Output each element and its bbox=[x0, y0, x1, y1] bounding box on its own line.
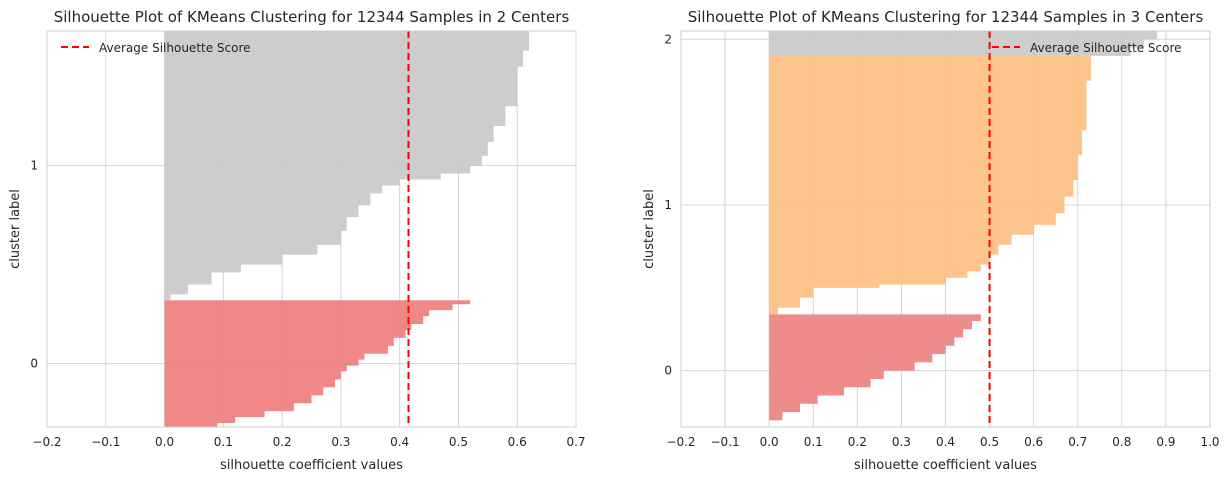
x-tick-label: −0.2 bbox=[666, 435, 695, 449]
legend-label: Average Silhouette Score bbox=[99, 41, 251, 55]
silhouette-cluster-1 bbox=[769, 55, 1091, 315]
x-tick-label: 0.6 bbox=[1024, 435, 1043, 449]
y-axis-label: cluster label bbox=[8, 189, 23, 269]
x-tick-label: 0.2 bbox=[273, 435, 292, 449]
legend-label: Average Silhouette Score bbox=[1030, 41, 1182, 55]
silhouette-cluster-0 bbox=[164, 300, 471, 427]
x-tick-label: 0.1 bbox=[804, 435, 823, 449]
x-tick-label: 0.2 bbox=[848, 435, 867, 449]
legend: Average Silhouette Score bbox=[61, 41, 251, 55]
x-tick-label: 0.5 bbox=[449, 435, 468, 449]
x-tick-label: 0.8 bbox=[1112, 435, 1131, 449]
x-tick-label: 0.1 bbox=[214, 435, 233, 449]
y-tick-label: 1 bbox=[664, 198, 672, 212]
x-tick-label: 0.0 bbox=[760, 435, 779, 449]
x-tick-label: −0.2 bbox=[32, 435, 61, 449]
x-tick-label: 0.0 bbox=[155, 435, 174, 449]
x-tick-label: −0.1 bbox=[711, 435, 740, 449]
chart-title: Silhouette Plot of KMeans Clustering for… bbox=[688, 8, 1204, 26]
chart-2: −0.2 −0.1 0.0 0.1 0.2 0.3 0.4 0.5 0.6 0.7 0.8 0.9 1.… bbox=[642, 8, 1220, 473]
y-tick-label: 1 bbox=[30, 159, 38, 173]
x-axis-label: silhouette coefficient values bbox=[854, 458, 1037, 473]
x-tick-label: −0.1 bbox=[91, 435, 120, 449]
x-tick-label: 0.7 bbox=[1068, 435, 1087, 449]
x-tick-label: 0.3 bbox=[331, 435, 350, 449]
x-tick-label: 0.5 bbox=[980, 435, 999, 449]
silhouette-cluster-1 bbox=[164, 31, 529, 301]
x-tick-label: 0.4 bbox=[936, 435, 955, 449]
y-tick-label: 2 bbox=[664, 32, 672, 46]
plot-frame bbox=[680, 30, 1211, 428]
x-tick-label: 0.4 bbox=[390, 435, 409, 449]
x-tick-label: 1.0 bbox=[1200, 435, 1219, 449]
x-tick-label: 0.7 bbox=[566, 435, 585, 449]
x-tick-label: 0.3 bbox=[892, 435, 911, 449]
y-tick-label: 0 bbox=[30, 357, 38, 371]
plot-frame bbox=[46, 30, 577, 428]
x-tick-label: 0.6 bbox=[508, 435, 527, 449]
chart-1: −0.2 −0.1 0.0 0.1 0.2 0.3 0.4 0.5 0.6 0.7 0 1 Silhou… bbox=[8, 8, 586, 473]
y-tick-label: 0 bbox=[664, 364, 672, 378]
legend: Average Silhouette Score bbox=[992, 41, 1182, 55]
silhouette-cluster-0 bbox=[769, 314, 981, 427]
chart-title: Silhouette Plot of KMeans Clustering for… bbox=[54, 8, 570, 26]
x-tick-label: 0.9 bbox=[1156, 435, 1175, 449]
silhouette-cluster-2 bbox=[769, 31, 1158, 56]
y-axis-label: cluster label bbox=[642, 189, 657, 269]
x-axis-label: silhouette coefficient values bbox=[220, 458, 403, 473]
